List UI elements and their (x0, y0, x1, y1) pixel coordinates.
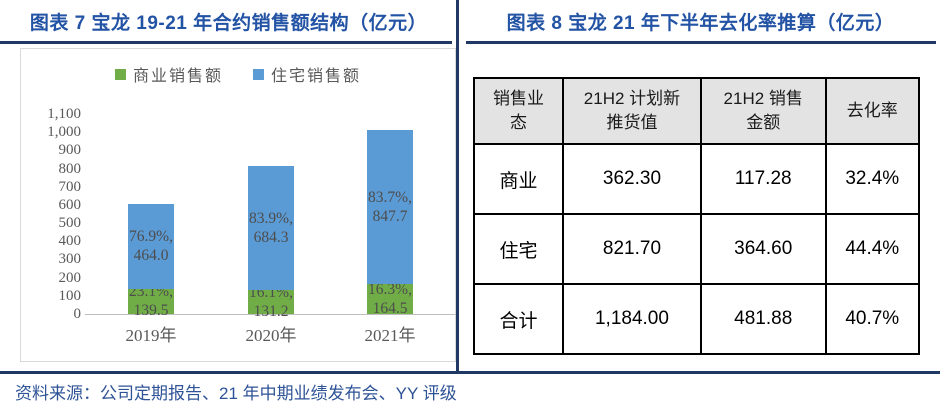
bar-segment-商业销售额 (248, 290, 294, 314)
table-row: 住宅 821.70 364.60 44.4% (473, 213, 921, 285)
y-axis-tick-label: 400 (58, 233, 82, 250)
y-axis-tick-label: 1,100 (47, 106, 81, 122)
source-note: 资料来源：公司定期报告、21 年中期业绩发布会、YY 评级 (15, 384, 457, 403)
table-cell: 362.30 (562, 143, 702, 215)
right-panel-table: 图表 8 宝龙 21 年下半年去化率推算（亿元） 销售业 态 21H2 计划新 推… (461, 0, 940, 372)
y-axis-tick-label: 200 (58, 269, 82, 286)
y-axis-tick-label: 600 (58, 196, 82, 213)
table-head: 销售业 态 21H2 计划新 推货值 21H2 销售 金额 去化率 (473, 77, 921, 145)
y-axis-tick-label: 100 (58, 287, 82, 304)
y-axis-tick-label: 500 (58, 215, 82, 232)
chart-plot: 0 100 200 300 400 500 600 700 800 900 1,000 1,100 23… (21, 49, 457, 361)
bar-data-label: 83.9%, 684.3 (249, 209, 293, 246)
table-cell: 481.88 (699, 283, 827, 355)
bar-segment-商业销售额 (367, 284, 413, 314)
table-header-cell: 21H2 计划新 推货值 (562, 77, 702, 145)
y-axis-tick-label: 700 (58, 178, 82, 195)
table-row: 合计 1,184.00 481.88 40.7% (473, 283, 921, 355)
x-axis-category-label: 2020年 (245, 326, 297, 345)
bar-segment-住宅销售额 (128, 204, 174, 289)
table-cell: 商业 (473, 143, 564, 215)
y-axis-tick-label: 900 (58, 142, 82, 159)
x-axis-category-label: 2019年 (125, 326, 177, 345)
y-axis-tick-label: 300 (58, 251, 82, 268)
table-header-row: 销售业 态 21H2 计划新 推货值 21H2 销售 金额 去化率 (473, 77, 921, 145)
table-cell: 40.7% (824, 283, 921, 355)
right-title-rule (466, 41, 936, 44)
legend-label: 商业销售额 (132, 68, 223, 85)
table-cell: 住宅 (473, 213, 564, 285)
bar-data-label: 16.3%, 164.5 (368, 281, 412, 318)
x-axis-line (85, 314, 457, 315)
x-axis-category-label: 2021年 (364, 326, 416, 345)
table-header-cell: 21H2 销售 金额 (699, 77, 827, 145)
table-cell: 44.4% (824, 213, 921, 285)
chart-area: 商业销售额 住宅销售额 0 100 200 300 400 500 600 700 800 900 1… (20, 48, 457, 362)
left-title-rule (0, 41, 452, 44)
table-cell: 合计 (473, 283, 564, 355)
table-row: 商业 362.30 117.28 32.4% (473, 143, 921, 215)
legend-swatch-icon (253, 68, 264, 80)
legend-swatch-icon (114, 68, 126, 80)
bar-segment-商业销售额 (128, 288, 174, 314)
chart-legend: 商业销售额 住宅销售额 (114, 62, 361, 86)
right-panel-title: 图表 8 宝龙 21 年下半年去化率推算（亿元） (506, 13, 895, 34)
left-panel-chart: 图表 7 宝龙 19-21 年合约销售额结构（亿元） (0, 0, 457, 372)
sell-through-table: 销售业 态 21H2 计划新 推货值 21H2 销售 金额 去化率 商业 362.30 1… (473, 77, 921, 355)
legend-item: 住宅销售额 (253, 62, 361, 86)
y-axis-tick-label: 1,000 (47, 124, 81, 141)
table-cell: 117.28 (699, 143, 827, 215)
table-header-cell: 去化率 (824, 77, 921, 145)
legend-label: 住宅销售额 (271, 68, 362, 85)
table-cell: 821.70 (562, 213, 702, 285)
footer-rule (0, 371, 940, 374)
bar-segment-住宅销售额 (367, 129, 413, 285)
bar-data-label: 76.9%, 464.0 (129, 228, 173, 265)
y-axis-tick-label: 0 (73, 306, 82, 322)
table-cell: 364.60 (699, 213, 827, 285)
left-panel-title: 图表 7 宝龙 19-21 年合约销售额结构（亿元） (29, 13, 428, 34)
table-body: 商业 362.30 117.28 32.4% 住宅 821.70 364.60 44.4% 合计… (473, 143, 921, 355)
table-cell: 1,184.00 (562, 283, 702, 355)
bar-segment-住宅销售额 (248, 165, 294, 291)
panel-divider (456, 0, 459, 371)
table-cell: 32.4% (824, 143, 921, 215)
legend-item: 商业销售额 (114, 62, 223, 86)
y-axis-tick-label: 800 (58, 160, 82, 177)
table-header-cell: 销售业 态 (473, 77, 564, 145)
bar-data-label: 83.7%, 847.7 (368, 189, 412, 226)
